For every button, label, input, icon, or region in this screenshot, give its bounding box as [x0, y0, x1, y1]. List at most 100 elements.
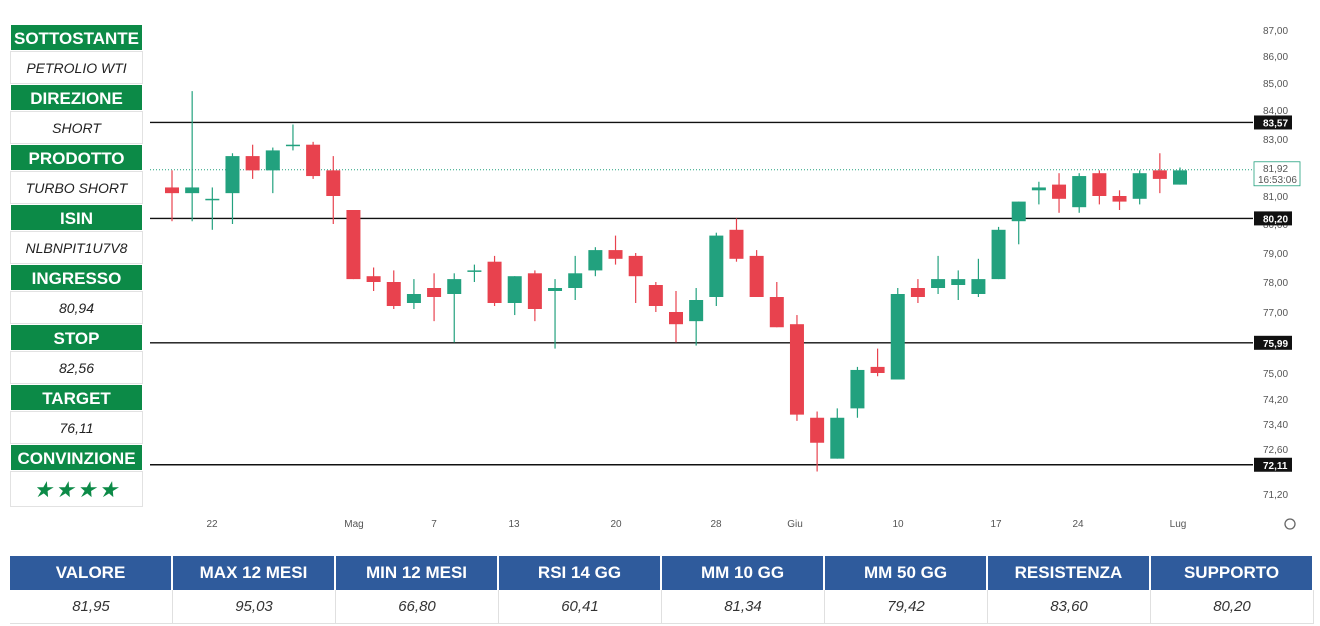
y-tick-label: 84,00 [1263, 106, 1288, 117]
candle-body [427, 288, 442, 297]
candle-body [1132, 173, 1147, 199]
y-tick-label: 80,00 [1263, 220, 1288, 231]
isin-value: NLBNPIT1U7V8 [10, 231, 143, 264]
y-tick-label: 71,20 [1263, 490, 1288, 501]
candle-body [1173, 170, 1187, 185]
prodotto-value: TURBO SHORT [10, 171, 143, 204]
candle-body [810, 417, 825, 443]
settings-icon[interactable] [1284, 518, 1296, 530]
stats-table: VALORE MAX 12 MESI MIN 12 MESI RSI 14 GG MM … [10, 556, 1314, 624]
y-tick-label: 79,00 [1263, 249, 1288, 260]
stat-header: MM 10 GG [662, 556, 825, 590]
stat-value: 79,42 [825, 590, 988, 624]
level-label: 75,99 [1263, 339, 1288, 350]
candle-body [971, 279, 986, 294]
x-tick-label: Mag [344, 519, 363, 530]
candle-body [1031, 187, 1046, 191]
candle-body [568, 273, 583, 288]
candle-body [346, 210, 361, 280]
candle-body [265, 150, 280, 171]
y-tick-label: 86,00 [1263, 52, 1288, 63]
candle-body [951, 279, 966, 285]
candle-body [709, 235, 724, 297]
ingresso-label: INGRESSO [10, 264, 143, 291]
candle-body [285, 144, 300, 147]
x-tick-label: 28 [710, 519, 722, 530]
candle-body [628, 255, 643, 277]
level-label: 80,20 [1263, 214, 1288, 225]
candle-body [991, 229, 1006, 280]
stat-header: VALORE [10, 556, 173, 590]
stat-value: 60,41 [499, 590, 662, 624]
stat-header: RESISTENZA [988, 556, 1151, 590]
convinzione-stars: ★★★★ [10, 471, 143, 507]
candle-body [548, 288, 563, 291]
y-tick-label: 73,40 [1263, 420, 1288, 431]
target-label: TARGET [10, 384, 143, 411]
candle-body [870, 366, 885, 373]
candle-body [406, 294, 421, 303]
candle-body [890, 294, 905, 380]
y-tick-label: 78,00 [1263, 278, 1288, 289]
stat-value: 83,60 [988, 590, 1151, 624]
sottostante-label: SOTTOSTANTE [10, 24, 143, 51]
x-tick-label: 24 [1072, 519, 1084, 530]
isin-label: ISIN [10, 204, 143, 231]
level-label: 83,57 [1263, 118, 1288, 129]
candle-body [910, 288, 925, 297]
x-tick-label: 17 [990, 519, 1002, 530]
candle-body [830, 417, 845, 459]
level-badge [1254, 211, 1292, 226]
candle-body [225, 156, 240, 194]
x-tick-label: 10 [892, 519, 904, 530]
y-tick-label: 74,20 [1263, 395, 1288, 406]
candle-body [527, 273, 542, 309]
direzione-label: DIREZIONE [10, 84, 143, 111]
stat-value: 81,34 [662, 590, 825, 624]
stop-value: 82,56 [10, 351, 143, 384]
stat-value: 66,80 [336, 590, 499, 624]
candle-body [1112, 196, 1127, 202]
candle-body [608, 250, 623, 259]
stat-value: 95,03 [173, 590, 336, 624]
candle-body [507, 276, 522, 303]
level-badge [1254, 115, 1292, 130]
candle-body [306, 144, 321, 177]
candle-body [326, 170, 341, 196]
target-value: 76,11 [10, 411, 143, 444]
level-badge [1254, 457, 1292, 472]
current-price-badge [1253, 161, 1301, 187]
stat-header: RSI 14 GG [499, 556, 662, 590]
candle-body [850, 369, 865, 409]
y-tick-label: 85,00 [1263, 79, 1288, 90]
candle-body [588, 250, 603, 271]
candle-body [467, 270, 482, 272]
x-tick-label: 22 [206, 519, 218, 530]
candle-body [648, 285, 663, 306]
stat-header: MIN 12 MESI [336, 556, 499, 590]
candle-body [749, 255, 764, 297]
price-chart: 87,00 86,00 85,00 84,00 83,00 81,00 80,00 79,00… [150, 26, 1301, 530]
x-tick-label: 13 [508, 519, 520, 530]
sottostante-value: PETROLIO WTI [10, 51, 143, 84]
candle-body [447, 279, 462, 294]
candle-body [1152, 170, 1167, 179]
x-tick-label: 7 [431, 519, 437, 530]
convinzione-label: CONVINZIONE [10, 444, 143, 471]
current-price-label: 81,92 [1263, 164, 1288, 175]
stat-header: MAX 12 MESI [173, 556, 336, 590]
stats-value-row: 81,95 95,03 66,80 60,41 81,34 79,42 83,60 80,20 [10, 590, 1314, 624]
candle-body [769, 297, 784, 328]
candle-body [386, 282, 401, 306]
candle-body [931, 279, 946, 288]
candle-body [165, 187, 179, 194]
candle-body [366, 276, 381, 282]
candle-body [789, 324, 804, 415]
x-tick-label: 20 [610, 519, 622, 530]
x-tick-label: Lug [1170, 519, 1187, 530]
y-tick-label: 87,00 [1263, 26, 1288, 37]
ingresso-value: 80,94 [10, 291, 143, 324]
candle-body [669, 312, 683, 325]
candle-body [245, 156, 260, 171]
candle-body [1052, 184, 1067, 199]
